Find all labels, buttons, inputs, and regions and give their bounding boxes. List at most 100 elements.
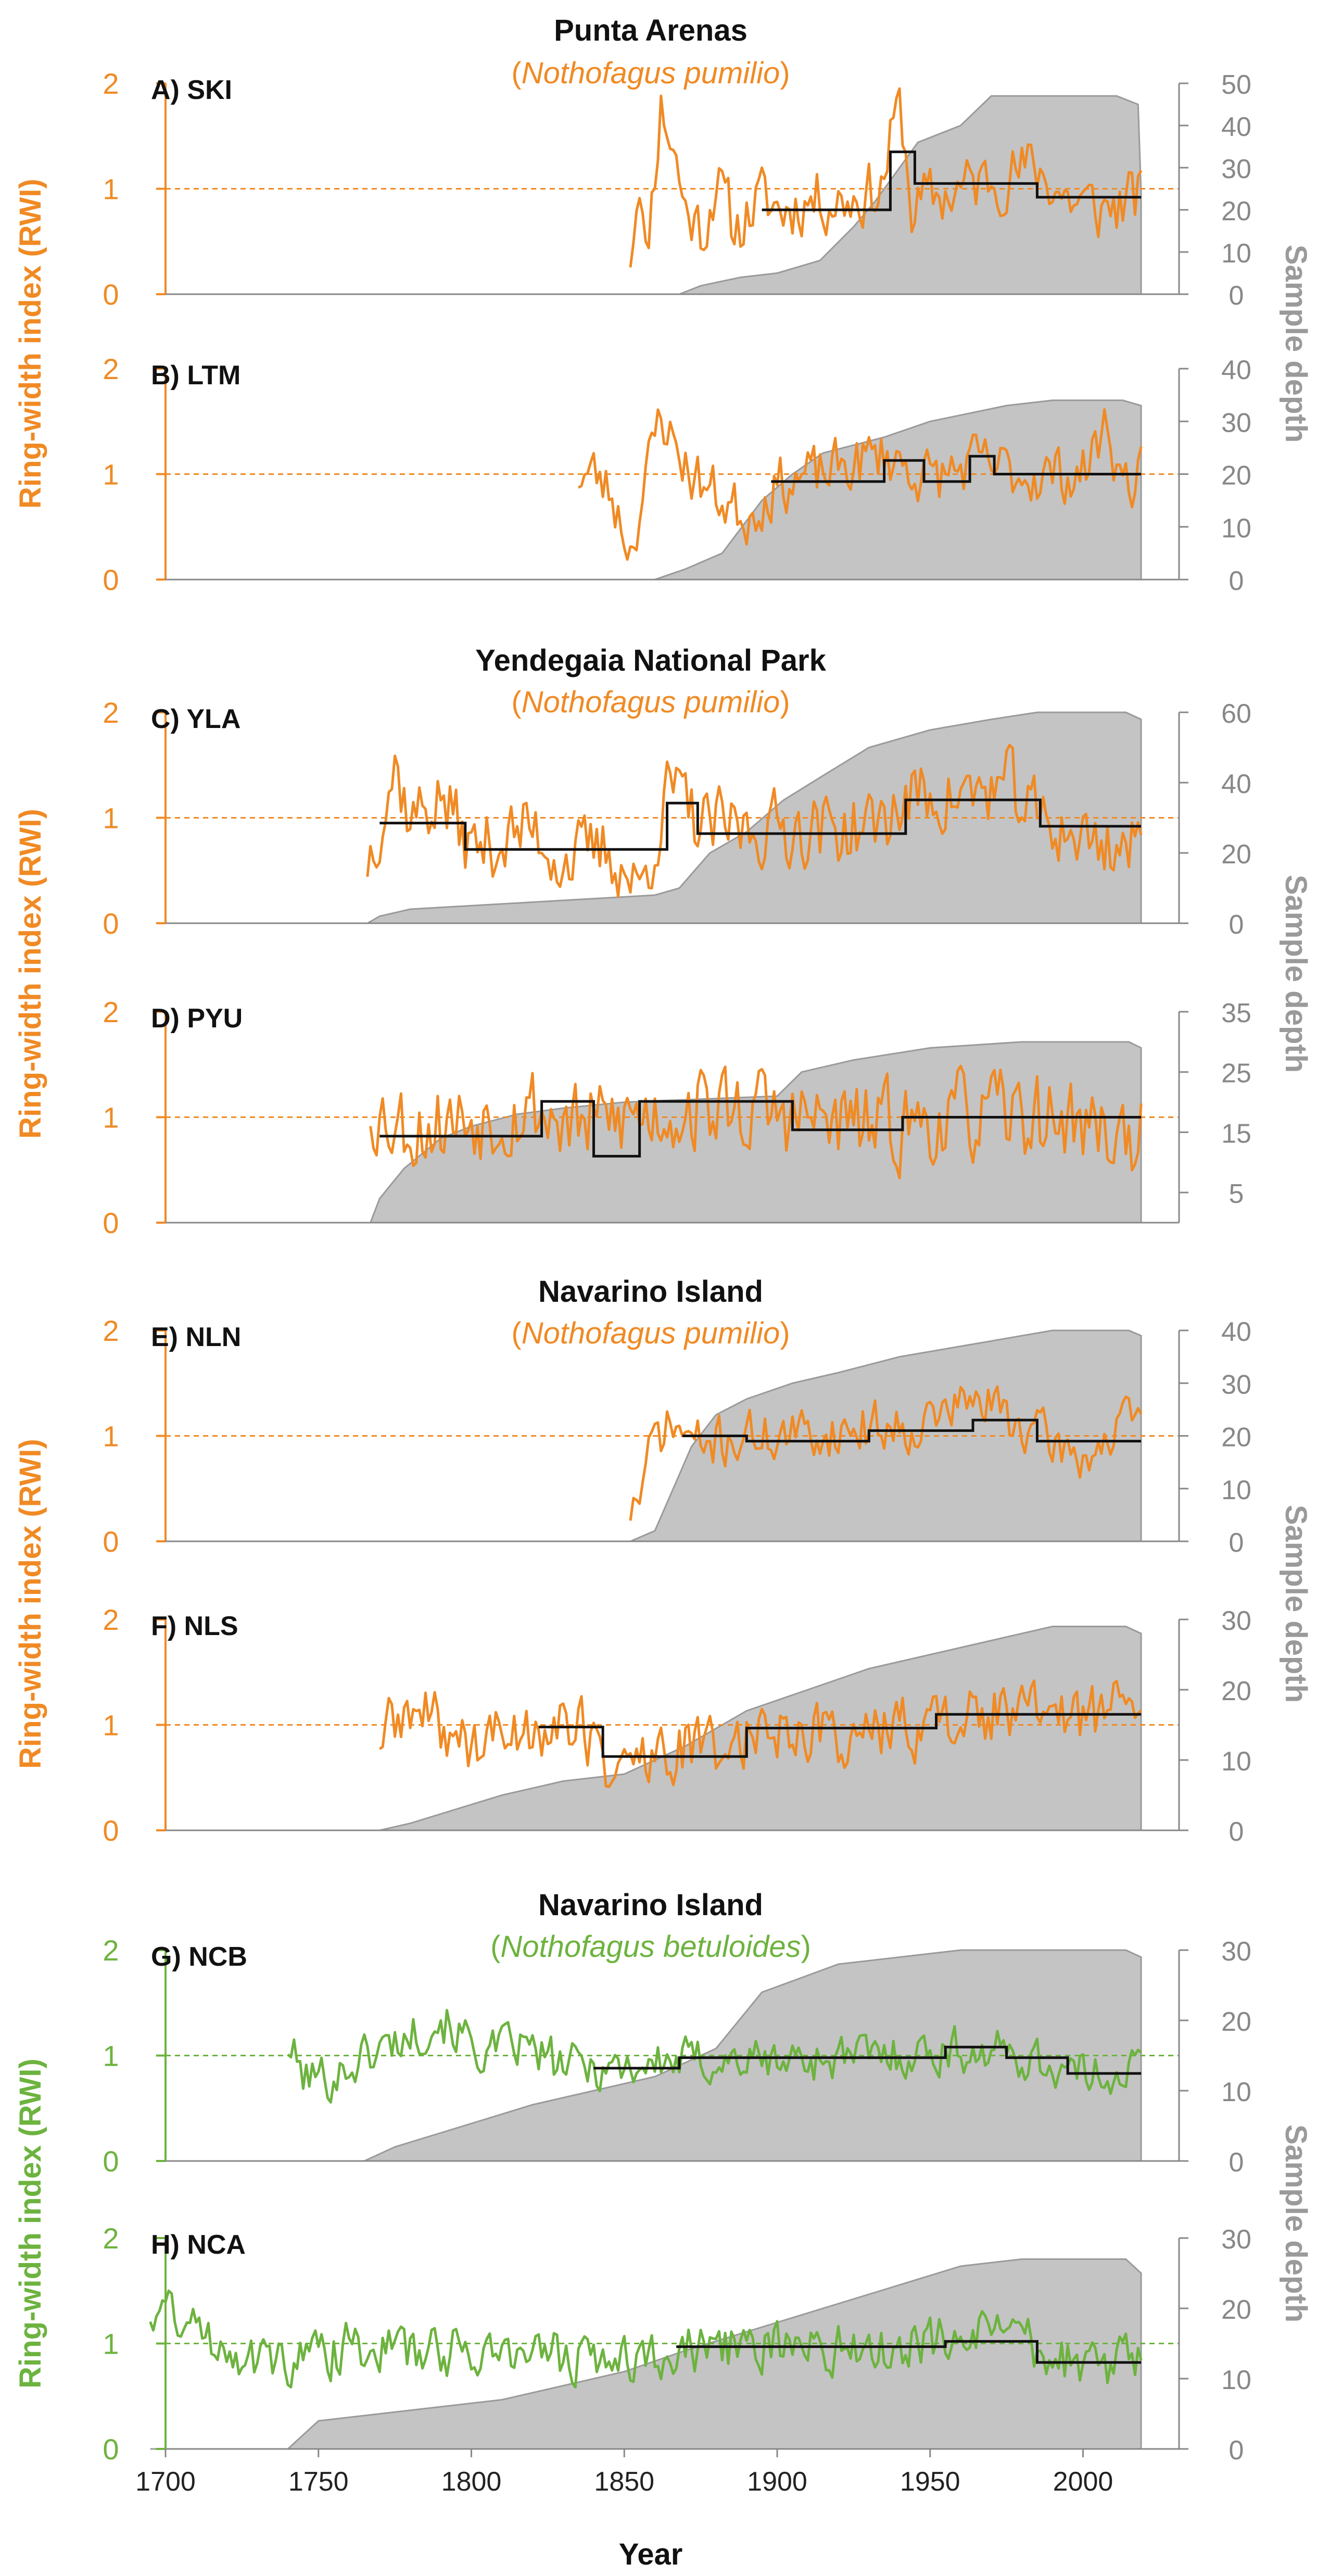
regime-mean-step-line: [762, 150, 1142, 211]
depth-tick-label: 0: [1229, 1528, 1244, 1558]
depth-axis-title-2: Sample depth: [1279, 875, 1313, 1073]
rwi-axis-title-4: Ring-width index (RWI): [14, 2058, 47, 2389]
depth-tick-label: 0: [1229, 1817, 1244, 1847]
rwi-tick-label: 1: [103, 2328, 119, 2360]
rwi-tick-label: 2: [103, 353, 119, 385]
depth-tick-label: 10: [1221, 238, 1251, 269]
depth-tick-label: 5: [1229, 1179, 1244, 1209]
rwi-tick-label: 0: [103, 1814, 119, 1847]
rwi-tick-label: 0: [103, 2145, 119, 2178]
rwi-axis-title-2: Ring-width index (RWI): [14, 809, 47, 1139]
rwi-tick-label: 2: [103, 67, 119, 100]
regime-mean-step-line: [682, 1418, 1142, 1443]
depth-tick-label: 10: [1221, 2365, 1251, 2395]
panel-label: C) YLA: [151, 704, 240, 734]
regime-mean-step-line: [593, 2045, 1142, 2075]
sample-depth-area: [288, 1949, 1142, 2162]
depth-axis-title-3: Sample depth: [1279, 1505, 1313, 1703]
depth-tick-label: 20: [1221, 1676, 1251, 1706]
panel-label: E) NLN: [151, 1322, 241, 1352]
depth-axis-title-1: Sample depth: [1279, 245, 1313, 443]
rwi-series-line: [287, 2009, 1142, 2104]
depth-axis-title-4: Sample depth: [1279, 2125, 1313, 2322]
depth-tick-label: 20: [1221, 2295, 1251, 2325]
depth-tick-label: 20: [1221, 196, 1251, 227]
depth-tick-label: 0: [1229, 910, 1244, 940]
depth-tick-label: 25: [1221, 1059, 1251, 1089]
rwi-series-line: [577, 408, 1143, 561]
depth-tick-label: 20: [1221, 461, 1251, 491]
rwi-axis-title-3: Ring-width index (RWI): [14, 1439, 47, 1769]
rwi-tick-label: 0: [103, 907, 119, 940]
depth-tick-label: 35: [1221, 998, 1251, 1028]
rwi-tick-label: 2: [103, 1603, 119, 1636]
rwi-tick-label: 0: [103, 1207, 119, 1239]
regime-mean-step-line: [379, 798, 1142, 851]
x-tick-label: 2000: [1053, 2467, 1113, 2497]
depth-tick-label: 10: [1221, 1475, 1251, 1505]
depth-tick-label: 30: [1221, 408, 1251, 438]
depth-tick-label: 0: [1229, 2435, 1244, 2466]
regime-mean-step-line: [676, 2340, 1142, 2364]
rwi-series-line: [369, 1064, 1143, 1179]
depth-tick-label: 40: [1221, 355, 1251, 385]
depth-tick-label: 30: [1221, 1606, 1251, 1636]
x-tick-label: 1950: [900, 2467, 960, 2497]
rwi-series-line: [629, 87, 1143, 268]
panel-label: B) LTM: [151, 360, 240, 391]
depth-tick-label: 20: [1221, 2007, 1251, 2037]
rwi-tick-label: 0: [103, 1525, 119, 1558]
depth-tick-label: 50: [1221, 70, 1251, 100]
depth-tick-label: 0: [1229, 566, 1244, 596]
rwi-tick-label: 2: [103, 2222, 119, 2255]
depth-tick-label: 40: [1221, 1317, 1251, 1347]
depth-tick-label: 30: [1221, 154, 1251, 184]
depth-tick-label: 30: [1221, 2225, 1251, 2255]
panel-label: G) NCB: [151, 1942, 247, 1972]
depth-tick-label: 40: [1221, 112, 1251, 142]
depth-tick-label: 20: [1221, 1423, 1251, 1453]
rwi-tick-label: 2: [103, 996, 119, 1028]
x-tick-label: 1900: [747, 2467, 807, 2497]
depth-tick-label: 0: [1229, 2147, 1244, 2178]
depth-tick-label: 10: [1221, 1746, 1251, 1777]
depth-tick-label: 30: [1221, 1937, 1251, 1967]
rwi-axis-title-1: Ring-width index (RWI): [14, 179, 47, 509]
rwi-tick-label: 0: [103, 2433, 119, 2466]
depth-tick-label: 40: [1221, 769, 1251, 799]
rwi-tick-label: 1: [103, 173, 119, 206]
depth-tick-label: 10: [1221, 513, 1251, 544]
depth-tick-label: 60: [1221, 699, 1251, 729]
regime-mean-step-line: [771, 455, 1142, 483]
group-title-4-species: (Nothofagus betuloides): [490, 1930, 811, 1964]
rwi-tick-label: 0: [103, 278, 119, 311]
rwi-tick-label: 1: [103, 458, 119, 491]
panel-label: D) PYU: [151, 1003, 243, 1034]
rwi-series-line: [149, 2289, 1143, 2389]
rwi-tick-label: 1: [103, 1420, 119, 1453]
depth-tick-label: 15: [1221, 1119, 1251, 1149]
group-title-1-species: (Nothofagus pumilio): [511, 56, 790, 90]
group-title-4-site: Navarino Island: [538, 1888, 763, 1922]
panel-label: A) SKI: [151, 75, 232, 105]
group-title-3-species: (Nothofagus pumilio): [511, 1316, 790, 1350]
sample-depth-area: [609, 399, 1142, 581]
sample-depth-area: [364, 711, 1142, 924]
x-tick-label: 1750: [288, 2467, 349, 2497]
rwi-tick-label: 2: [103, 696, 119, 729]
depth-tick-label: 20: [1221, 839, 1251, 870]
sample-depth-area: [369, 1041, 1142, 1224]
rwi-tick-label: 2: [103, 1934, 119, 1967]
regime-mean-step-line: [538, 1713, 1142, 1758]
rwi-tick-label: 1: [103, 1101, 119, 1134]
panel-label: F) NLS: [151, 1611, 238, 1641]
x-tick-label: 1700: [135, 2467, 196, 2497]
